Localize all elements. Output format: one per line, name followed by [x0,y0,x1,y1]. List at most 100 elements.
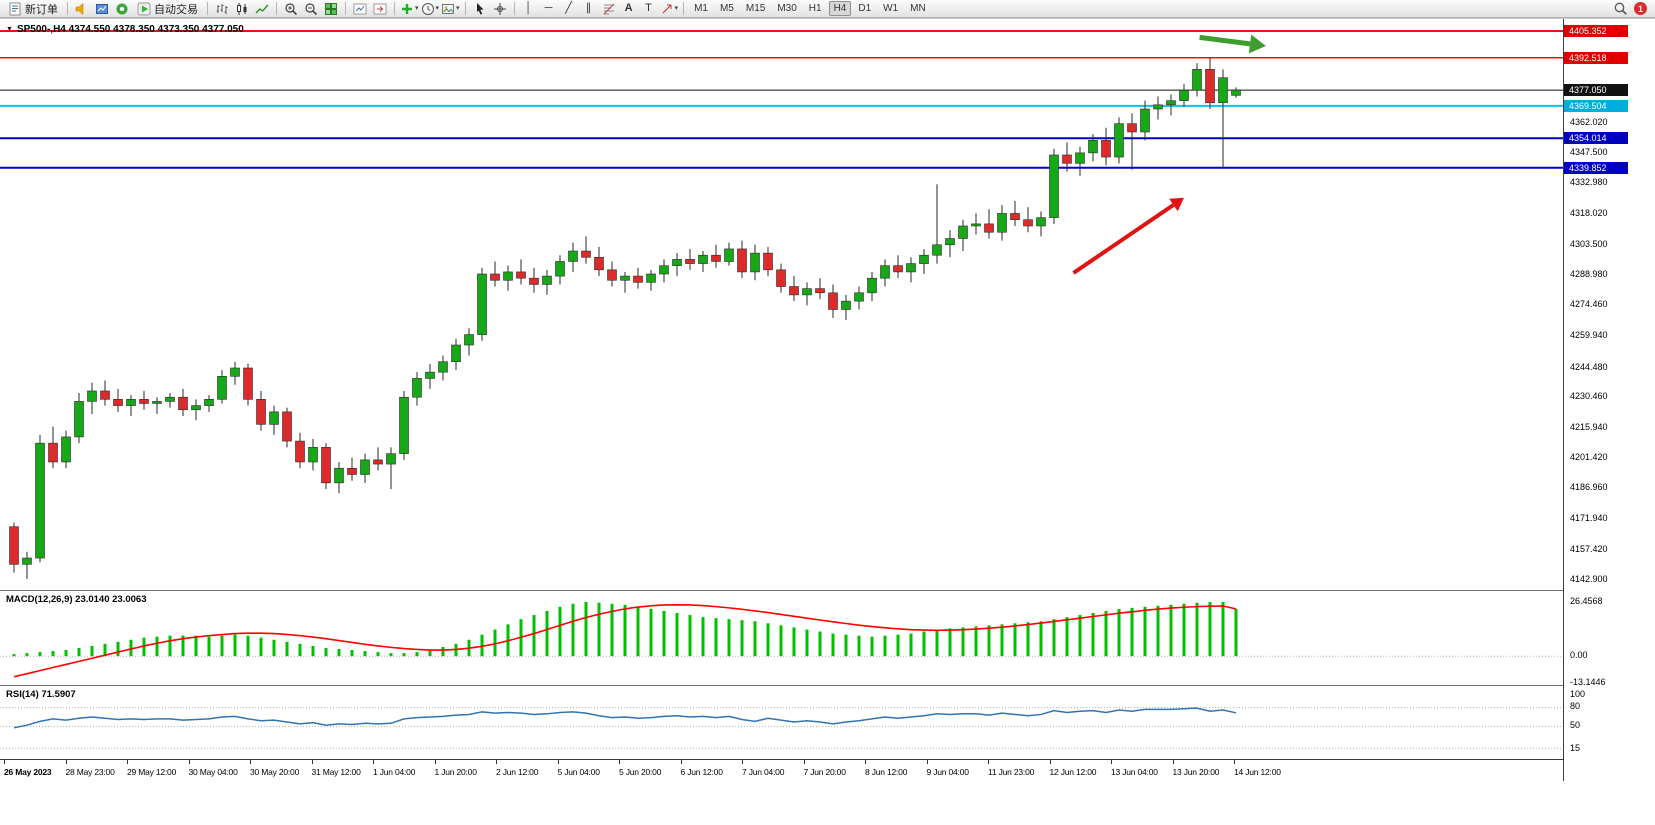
new-order-button[interactable]: 新订单 [4,1,62,17]
channel-icon: ∥ [585,2,592,14]
time-label: 29 May 12:00 [127,767,177,777]
price-chart-canvas[interactable] [0,19,1563,590]
time-tick [4,760,5,764]
cursor-tool-button[interactable] [471,1,489,17]
text-tool-button[interactable]: A [620,1,638,17]
line-chart-button[interactable] [253,1,271,17]
time-label: 13 Jun 04:00 [1111,767,1158,777]
time-label: 7 Jun 04:00 [742,767,785,777]
fibonacci-icon [602,2,616,16]
text-tool-icon: A [624,2,633,14]
search-icon[interactable] [1613,1,1628,16]
timeframe-h4-button[interactable]: H4 [828,1,852,16]
chart-shift-icon [373,2,387,16]
axis-tick-label: 4332.980 [1570,177,1608,188]
chart-title-text: SP500-,H4 4374.550 4378.350 4373.350 437… [16,24,244,35]
price-axis[interactable]: 4362.020 4347.500 4332.980 4318.020 4303.500… [1563,19,1655,781]
new-order-icon [8,2,22,16]
axis-tick-label: 4288.980 [1570,269,1608,280]
community-button[interactable] [113,1,131,17]
label-tool-icon: T [645,2,652,14]
chart-title: ▼ SP500-,H4 4374.550 4378.350 4373.350 4… [6,24,244,35]
autotrading-label: 自动交易 [154,3,198,16]
zoom-in-icon [284,2,298,16]
notification-badge[interactable]: 1 [1634,2,1647,15]
toolbar-right-section: 1 [1613,1,1651,16]
timeframe-m30-button[interactable]: M30 [777,3,797,14]
label-tool-button[interactable]: T [640,1,658,17]
time-tick [1172,760,1174,764]
template-icon [441,2,455,16]
timeframe-m5-button[interactable]: M5 [719,3,734,14]
rsi-canvas [0,706,1563,750]
time-label: 11 Jun 23:00 [988,767,1035,777]
timeframe-m1-button[interactable]: M1 [694,3,708,14]
axis-tick-label: 100 [1570,688,1586,699]
arrows-tool-button[interactable]: ▾ [660,1,678,17]
zoom-out-button[interactable] [302,1,320,17]
price-tag: 4339.852 [1564,161,1628,174]
timeframe-mn-button[interactable]: MN [910,3,926,14]
axis-tick-label: -13.1446 [1570,677,1606,688]
chart-shift-button[interactable] [371,1,389,17]
tile-windows-button[interactable] [322,1,340,17]
add-indicator-icon [400,2,414,16]
clock-icon [421,2,435,16]
time-label: 12 Jun 12:00 [1049,767,1097,777]
trend-arrow-annotation[interactable] [1199,34,1266,54]
time-label: 14 Jun 12:00 [1234,767,1281,777]
axis-tick-label: 4230.460 [1570,391,1608,402]
chevron-down-icon: ▾ [435,5,440,12]
periods-button[interactable]: ▾ [421,1,440,17]
bar-chart-button[interactable] [213,1,231,17]
axis-tick-label: 4362.020 [1570,116,1608,127]
horizontal-line-tool-button[interactable]: ─ [540,1,558,17]
chevron-down-icon: ▾ [415,5,419,12]
macd-panel[interactable]: MACD(12,26,9) 23.0140 23.0063 [0,590,1563,685]
time-label: 26 May 2023 [4,767,52,777]
time-tick [926,760,928,764]
channel-tool-button[interactable]: ∥ [580,1,598,17]
community-icon [115,2,129,16]
chart-menu-triangle-icon[interactable]: ▼ [6,26,13,33]
templates-button[interactable]: ▾ [441,1,460,17]
time-label: 9 Jun 04:00 [926,767,969,777]
auto-scroll-icon [353,2,367,16]
trendline-tool-button[interactable]: ╱ [560,1,578,17]
zoom-in-button[interactable] [282,1,300,17]
time-label: 7 Jun 20:00 [803,767,846,777]
time-label: 1 Jun 20:00 [434,767,477,777]
main-toolbar: 新订单 自动交易 [0,0,1655,18]
time-label: 2 Jun 12:00 [496,767,539,777]
crosshair-tool-button[interactable] [491,1,509,17]
fibonacci-tool-button[interactable] [600,1,618,17]
rsi-panel[interactable]: RSI(14) 71.5907 [0,685,1563,759]
autotrading-button[interactable]: 自动交易 [133,1,202,17]
time-label: 6 Jun 12:00 [680,767,723,777]
timeframe-d1-button[interactable]: D1 [858,3,872,14]
vertical-line-tool-button[interactable]: │ [520,1,538,17]
time-axis[interactable]: 26 May 2023 28 May 23:00 29 May 12:00 30 Ma… [0,759,1563,781]
timeframe-h1-button[interactable]: H1 [808,3,822,14]
indicators-button[interactable]: ▾ [400,1,419,17]
axis-tick-label: 4244.480 [1570,361,1608,372]
time-label: 13 Jun 20:00 [1172,767,1220,777]
navigator-button[interactable] [93,1,111,17]
auto-scroll-button[interactable] [351,1,369,17]
price-tag: 4354.014 [1564,132,1628,145]
time-label: 5 Jun 20:00 [619,767,662,777]
timeframe-m15-button[interactable]: M15 [745,3,766,14]
axis-tick-label: 4259.940 [1570,329,1608,340]
tile-windows-icon [324,2,338,16]
sound-button[interactable] [73,1,91,17]
toolbar-separator [207,2,208,15]
toolbar-separator [683,2,685,15]
candlestick-chart-button[interactable] [233,1,251,17]
axis-tick-label: 4171.940 [1570,513,1608,524]
timeframe-w1-button[interactable]: W1 [883,3,899,14]
cursor-icon [473,2,487,16]
time-tick [65,760,67,764]
trend-arrow-annotation[interactable] [1072,197,1185,275]
time-label: 30 May 04:00 [188,767,238,777]
time-tick [803,760,805,764]
